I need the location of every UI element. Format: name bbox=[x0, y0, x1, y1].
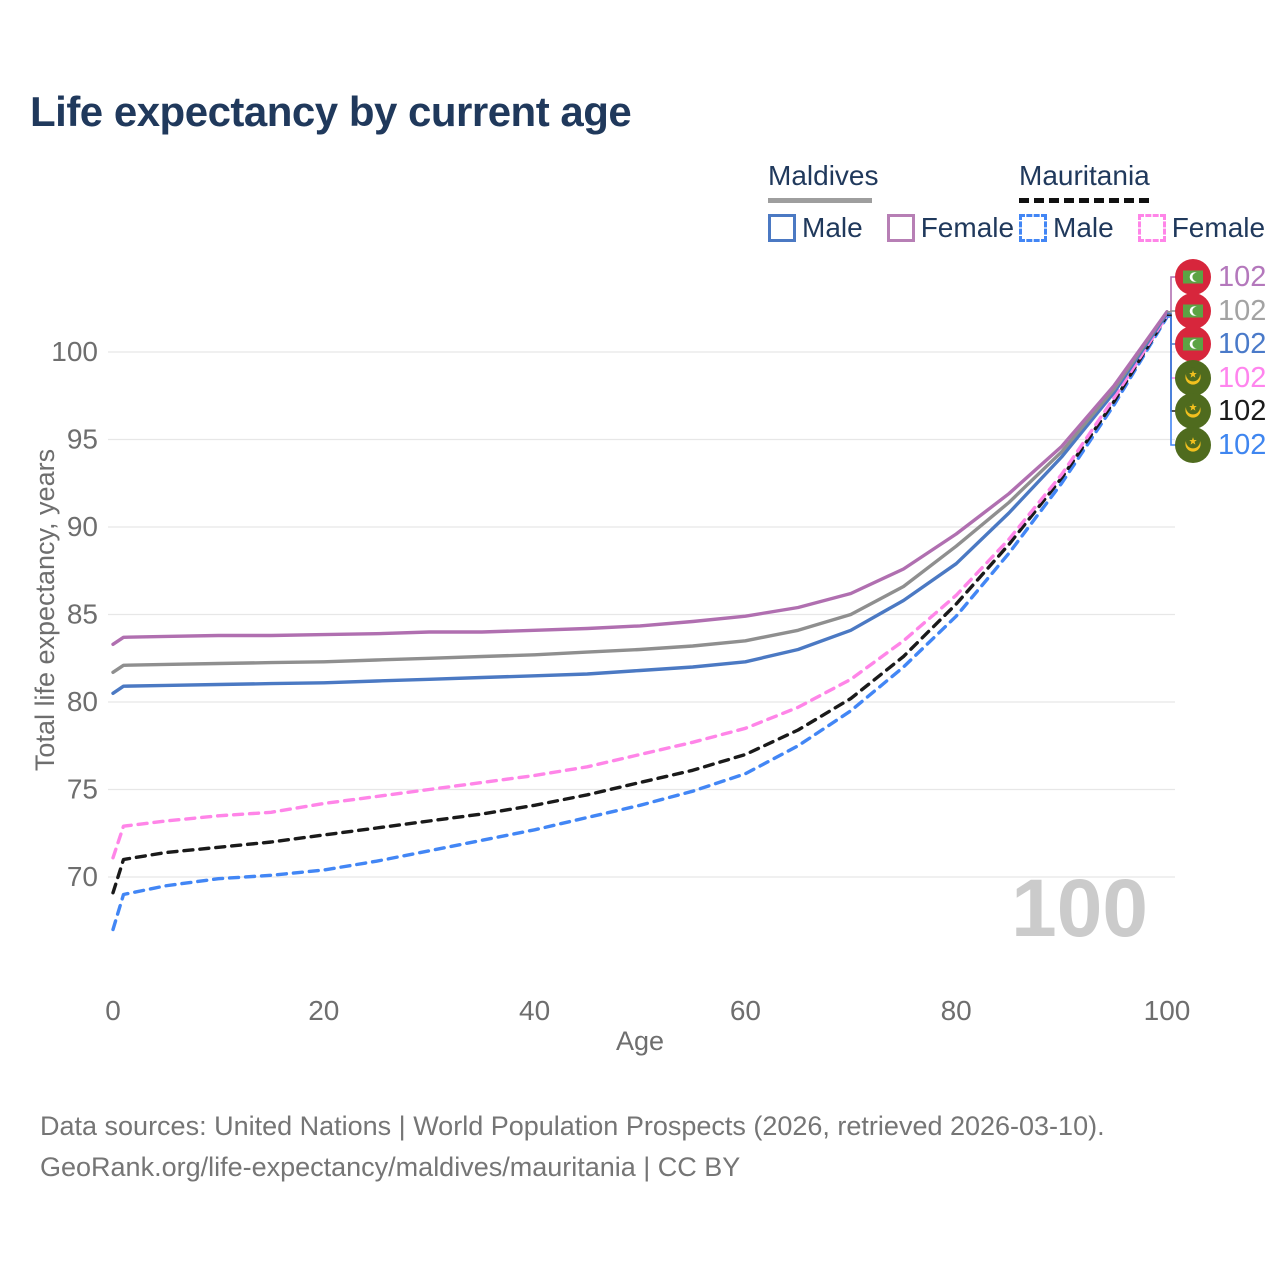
maldives-line-style-sample bbox=[768, 198, 872, 203]
x-axis-title: Age bbox=[616, 1026, 664, 1056]
x-tick-label: 80 bbox=[941, 995, 972, 1026]
maldives-female-swatch[interactable] bbox=[886, 214, 915, 242]
legend-country-maldives: Maldives bbox=[768, 160, 879, 191]
mauritania-flag-icon bbox=[1175, 393, 1211, 429]
mauritania-female-swatch[interactable] bbox=[1137, 214, 1166, 242]
series-end-label-mauritania-male: 102 bbox=[1175, 427, 1266, 463]
legend-group-maldives: Maldives Male Female bbox=[768, 160, 1014, 244]
x-tick-label: 40 bbox=[519, 995, 550, 1026]
end-value: 102 bbox=[1218, 294, 1267, 327]
y-axis-title: Total life expectancy, years bbox=[30, 448, 60, 772]
mauritania-flag-icon bbox=[1175, 360, 1211, 396]
legend-country-mauritania: Mauritania bbox=[1019, 160, 1150, 191]
y-tick-label: 75 bbox=[67, 774, 98, 805]
mauritania-flag-icon bbox=[1175, 427, 1211, 463]
maldives-flag-icon bbox=[1175, 259, 1211, 295]
x-tick-label: 100 bbox=[1144, 995, 1191, 1026]
y-tick-label: 80 bbox=[67, 686, 98, 717]
maldives-flag-icon bbox=[1175, 293, 1211, 329]
series-line-maldives-male bbox=[111, 311, 1169, 695]
legend-item-label: Male bbox=[1053, 212, 1114, 243]
y-tick-label: 90 bbox=[67, 511, 98, 542]
footer-line-1: Data sources: United Nations | World Pop… bbox=[40, 1111, 1105, 1141]
end-value: 102 bbox=[1218, 327, 1267, 360]
end-value: 102 bbox=[1218, 394, 1267, 427]
y-tick-label: 100 bbox=[51, 336, 98, 367]
legend-item-maldives-male[interactable]: Male bbox=[768, 212, 863, 244]
x-tick-label: 60 bbox=[730, 995, 761, 1026]
footer-line-2: GeoRank.org/life-expectancy/maldives/mau… bbox=[40, 1151, 741, 1182]
y-tick-label: 85 bbox=[67, 599, 98, 630]
series-end-label-mauritania-female: 102 bbox=[1175, 360, 1266, 396]
series-end-label-mauritania-all: 102 bbox=[1175, 393, 1266, 429]
series-end-label-maldives-all: 102 bbox=[1175, 293, 1266, 329]
legend-group-mauritania: Mauritania Male Female bbox=[1019, 160, 1265, 244]
legend-item-label: Male bbox=[802, 212, 863, 243]
series-line-mauritania bbox=[111, 313, 1169, 895]
mauritania-male-swatch[interactable] bbox=[1019, 214, 1047, 242]
x-tick-label: 20 bbox=[308, 995, 339, 1026]
end-value: 102 bbox=[1218, 361, 1267, 394]
legend-item-mauritania-male[interactable]: Male bbox=[1019, 212, 1114, 244]
series-line-maldives bbox=[111, 310, 1169, 674]
page-title: Life expectancy by current age bbox=[30, 88, 632, 135]
age-watermark: 100 bbox=[1011, 863, 1148, 954]
y-tick-label: 70 bbox=[67, 861, 98, 892]
mauritania-line-style-sample bbox=[1019, 198, 1149, 203]
end-value: 102 bbox=[1218, 260, 1267, 293]
series-end-label-maldives-female: 102 bbox=[1175, 259, 1266, 295]
series-end-label-maldives-male: 102 bbox=[1175, 326, 1266, 362]
y-tick-label: 95 bbox=[67, 424, 98, 455]
legend-item-maldives-female[interactable]: Female bbox=[886, 212, 1015, 244]
legend-item-label: Female bbox=[920, 212, 1015, 243]
x-tick-label: 0 bbox=[105, 995, 121, 1026]
maldives-flag-icon bbox=[1175, 326, 1211, 362]
end-value: 102 bbox=[1218, 428, 1267, 461]
data-sources-footer: Data sources: United Nations | World Pop… bbox=[40, 1106, 1105, 1187]
series-line-maldives-female bbox=[111, 310, 1169, 646]
series-line-mauritania-male bbox=[111, 315, 1169, 932]
legend-item-label: Female bbox=[1171, 212, 1266, 243]
maldives-male-swatch[interactable] bbox=[768, 214, 796, 242]
legend-item-mauritania-female[interactable]: Female bbox=[1137, 212, 1266, 244]
series-line-mauritania-female bbox=[111, 313, 1169, 860]
